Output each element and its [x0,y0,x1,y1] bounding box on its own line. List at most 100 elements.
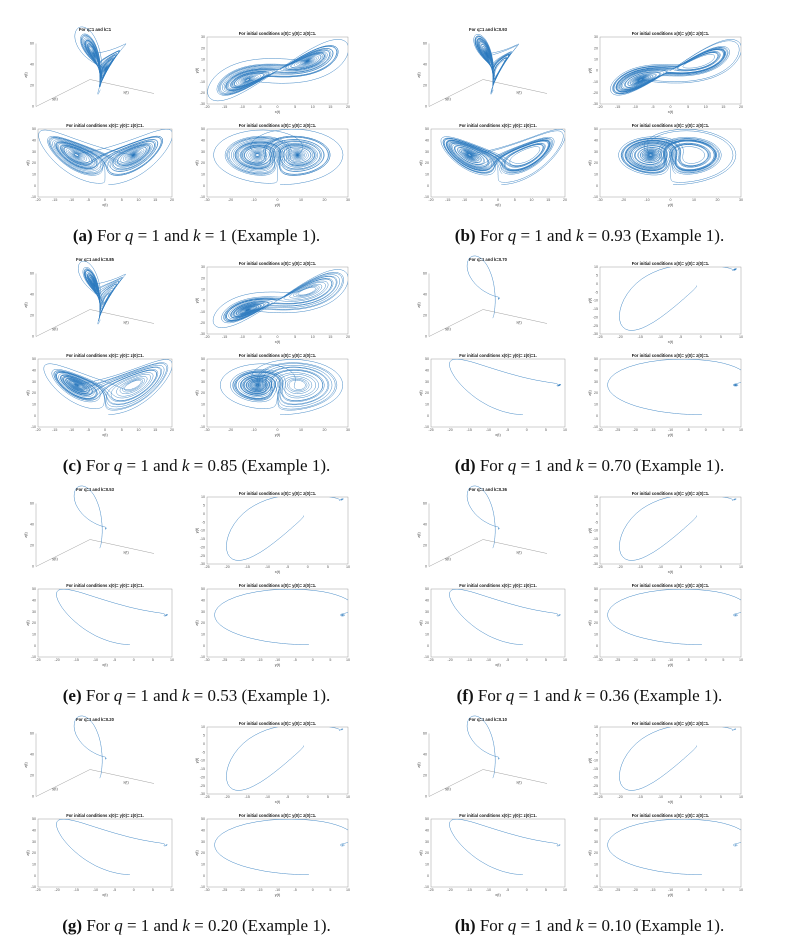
plot-3d-z-tick: 60 [30,502,34,506]
plot-3d-trajectory [73,485,107,549]
plot-xy-x-tick: -5 [651,105,654,109]
plot-xz-x-tick: 15 [153,428,157,432]
plot-yz-y-label: z(t) [588,850,592,856]
plot-xy-x-tick: -5 [258,105,261,109]
subfigure-plots: For q=1 and k=0.70 0 20 40 60 z(t) y(t) x(t) For… [417,255,743,437]
plot-yz-x-tick: -25 [615,428,620,432]
plot-yz-x-tick: 30 [346,198,350,202]
plot-xy-x-tick: -25 [597,565,602,569]
plot-xy-y-tick: -20 [200,545,205,549]
plot-xz-y-tick: 40 [32,829,36,833]
plot-yz-y-tick: 10 [594,863,598,867]
caption-text: For [96,226,121,245]
plot-yz-x-tick: -20 [621,198,626,202]
subfigure-caption: (d) For q = 1 and k = 0.70 (Example 1). [393,456,786,476]
plot-yz-y-tick: 30 [201,840,205,844]
caption-q-symbol: q [507,226,517,245]
plot-xy-axes-box [599,496,742,565]
plot-xz-y-label: z(t) [26,160,30,166]
plot-3d-z-tick: 20 [30,774,34,778]
plot-yz-axes-box [206,128,349,198]
plot-yz-x-tick: -20 [228,198,233,202]
plot-xz-x-tick: 5 [152,658,154,662]
plot-xz-x-tick: 20 [170,198,174,202]
plot-xz-trajectory [56,819,168,875]
subfigure-b: For q=1 and k=0.93 0 20 40 60 z(t) y(t) x(t) For… [393,8,786,245]
plot-xz-x-tick: -20 [55,658,60,662]
plot-yz-x-tick: -20 [240,888,245,892]
plot-xz-x-tick: 5 [121,428,123,432]
caption-text: and [547,916,572,935]
plot-yz-x-tick: -10 [275,658,280,662]
caption-text: and [153,456,178,475]
plot-xz-x-tick: -5 [113,888,116,892]
plot-xz-x-tick: -25 [428,658,433,662]
plot-3d-axes [35,733,155,797]
subfigure-e: For q=1 and k=0.53 0 20 40 60 z(t) y(t) x(t) For… [0,468,393,705]
plot-yz-x-label: y(t) [275,663,281,667]
plot-yz-y-tick: 20 [594,851,598,855]
plot-yz-x-tick: -10 [668,428,673,432]
plot-yz-x-tick: 20 [323,198,327,202]
plot-xy-y-tick: -15 [593,307,598,311]
plot-yz-x-tick: -25 [615,658,620,662]
plot-xz-axes-box [37,588,173,658]
plot-xz-x-tick: -25 [35,658,40,662]
plot-xz-x-tick: -10 [93,658,98,662]
plot-xy-trajectory [226,727,344,791]
plot-xz-y-tick: 30 [32,380,36,384]
caption-text: For [479,226,504,245]
plot-yz-y-tick: -10 [200,195,205,199]
plot-3d-z-label: z(t) [24,532,28,538]
plot-yz-y-tick: -10 [593,655,598,659]
plot-xy-y-tick: 0 [596,69,598,73]
plot-yz-title: For initial conditions x(0)= y(0)= z(0)=… [632,123,710,128]
caption-text: = 1 [126,916,150,935]
plot-xz-y-tick: 10 [32,863,36,867]
plot-xy-x-tick: -25 [204,795,209,799]
plot-xy-x-tick: 5 [720,335,722,339]
plot-xy-trajectory [619,727,737,791]
plot-xz-y-label: z(t) [26,620,30,626]
plot-xy-y-tick: -10 [593,80,598,84]
plot-yz-y-label: z(t) [195,620,199,626]
plot-3d-z-tick: 60 [30,732,34,736]
plot-xy-y-tick: -10 [200,80,205,84]
plot-xy-axes-box [206,36,349,105]
plot-xy-x-tick: -10 [633,105,638,109]
plot-xz-y-tick: 50 [32,357,36,361]
plot-xz-x-tick: 10 [170,888,174,892]
plot-xz-x-tick: 10 [137,198,141,202]
plot-xy-x-tick: 10 [346,795,350,799]
plot-yz-x-tick: -30 [597,198,602,202]
plot-3d-z-tick: 60 [423,272,427,276]
caption-text: = [193,686,204,705]
plot-xy-y-tick: -20 [200,321,205,325]
plot-xz-x-tick: 0 [104,198,106,202]
caption-text: and [153,686,178,705]
plot-xy-y-tick: 10 [594,725,598,729]
plot-yz-x-tick: 5 [722,428,724,432]
plot-xy-x-tick: 10 [311,105,315,109]
caption-label: (b) [454,226,476,245]
plot-xy-x-tick: 0 [670,105,672,109]
plot-yz-y-tick: 40 [201,139,205,143]
plot-xy-x-tick: -10 [240,105,245,109]
plot-xy-y-tick: -15 [593,767,598,771]
plot-3d-z-tick: 60 [423,42,427,46]
plot-xz-y-tick: 10 [425,863,429,867]
plot-yz-x-tick: 10 [739,888,743,892]
plot-xz-y-tick: 20 [425,161,429,165]
plot-3d-x-label: x(t) [516,551,522,555]
plot-xy-x-tick: 10 [704,105,708,109]
plot-xz-y-tick: 40 [32,599,36,603]
plot-xz-x-tick: -20 [428,198,433,202]
plot-3d-axes [428,503,548,567]
caption-text: (Example 1). [633,686,723,705]
plot-xz-x-tick: -5 [87,198,90,202]
plot-xz-y-tick: 0 [34,644,36,648]
caption-k-symbol: k [575,456,584,475]
subfigure-caption: (f) For q = 1 and k = 0.36 (Example 1). [393,686,786,706]
plot-yz-y-tick: 50 [201,127,205,131]
caption-text: = [587,916,598,935]
